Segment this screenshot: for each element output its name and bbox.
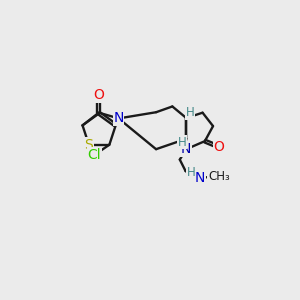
Text: N: N (195, 171, 206, 184)
Text: Cl: Cl (87, 148, 101, 162)
Text: Cl: Cl (87, 148, 101, 162)
Text: N: N (181, 142, 191, 156)
Text: H: H (185, 106, 194, 119)
Text: H: H (187, 166, 196, 179)
Text: O: O (213, 140, 224, 154)
Text: S: S (85, 138, 93, 152)
Text: N: N (113, 111, 124, 125)
Text: O: O (93, 88, 104, 102)
Text: O: O (93, 88, 104, 102)
Text: H: H (178, 136, 187, 149)
Text: CH₃: CH₃ (208, 170, 230, 183)
Text: S: S (85, 138, 93, 152)
Text: N: N (181, 142, 191, 156)
Text: N: N (113, 111, 124, 125)
Text: CH₃: CH₃ (208, 170, 230, 183)
Text: H: H (187, 166, 196, 179)
Text: O: O (213, 140, 224, 154)
Text: H: H (178, 136, 187, 149)
Text: N: N (195, 171, 206, 184)
Text: H: H (185, 106, 194, 119)
